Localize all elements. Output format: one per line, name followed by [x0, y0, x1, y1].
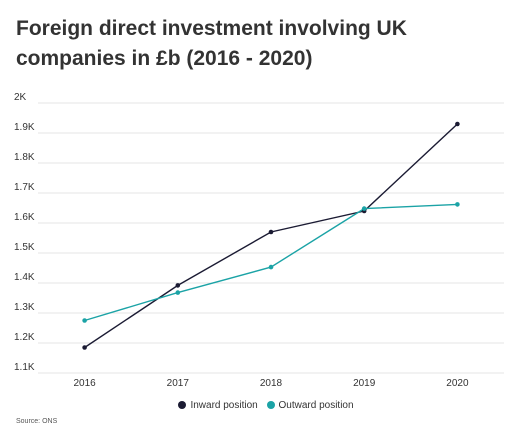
- data-point[interactable]: [82, 345, 87, 350]
- data-point[interactable]: [82, 318, 87, 323]
- data-point[interactable]: [175, 283, 181, 288]
- y-tick-label: 1.6K: [14, 212, 35, 223]
- data-point[interactable]: [361, 206, 367, 211]
- y-tick-label: 1.9K: [14, 122, 35, 133]
- y-tick-label: 1.4K: [14, 272, 35, 283]
- y-tick-label: 2K: [14, 92, 27, 103]
- chart-title: Foreign direct investment involving UK c…: [16, 14, 516, 74]
- series-points: [82, 121, 460, 350]
- data-point[interactable]: [175, 290, 181, 295]
- y-axis-tick-labels: 1.1K 1.2K 1.3K 1.4K 1.5K 1.6K 1.7K 1.8K 1.9K 2K: [14, 92, 35, 373]
- legend-dot-icon: [266, 401, 275, 409]
- data-point[interactable]: [268, 264, 274, 270]
- y-tick-label: 1.2K: [14, 332, 35, 343]
- x-tick-label: 2017: [167, 378, 190, 389]
- chart-title-line-2: companies in £b (2016 - 2020): [16, 47, 313, 70]
- data-point[interactable]: [455, 202, 460, 207]
- data-point[interactable]: [268, 229, 274, 235]
- x-tick-label: 2019: [353, 378, 376, 389]
- x-tick-label: 2018: [260, 378, 283, 389]
- legend-dot-icon: [178, 401, 187, 409]
- legend: Inward position Outward position: [0, 400, 532, 411]
- legend-label: Outward position: [278, 400, 354, 411]
- series-line-0: [84, 123, 458, 349]
- x-tick-label: 2016: [73, 378, 96, 389]
- legend-item-outward[interactable]: Outward position: [266, 400, 354, 411]
- y-tick-label: 1.7K: [14, 182, 35, 193]
- legend-item-inward[interactable]: Inward position: [178, 400, 258, 411]
- y-tick-label: 1.8K: [14, 152, 35, 163]
- line-chart: 1.1K 1.2K 1.3K 1.4K 1.5K 1.6K 1.7K 1.8K 1.9K 2K 2…: [14, 92, 504, 389]
- series-line-1: [84, 203, 458, 322]
- gridlines: [38, 102, 504, 374]
- y-tick-label: 1.5K: [14, 242, 35, 253]
- y-tick-label: 1.1K: [14, 362, 35, 373]
- legend-label: Inward position: [190, 400, 258, 411]
- x-axis-tick-labels: 2016 2017 2018 2019 2020: [73, 378, 468, 389]
- series-lines: [84, 123, 458, 349]
- chart-title-line-1: Foreign direct investment involving UK: [16, 17, 407, 40]
- y-tick-label: 1.3K: [14, 302, 35, 313]
- data-point[interactable]: [455, 121, 460, 127]
- source-note: Source: ONS: [16, 418, 58, 425]
- x-tick-label: 2020: [446, 378, 469, 389]
